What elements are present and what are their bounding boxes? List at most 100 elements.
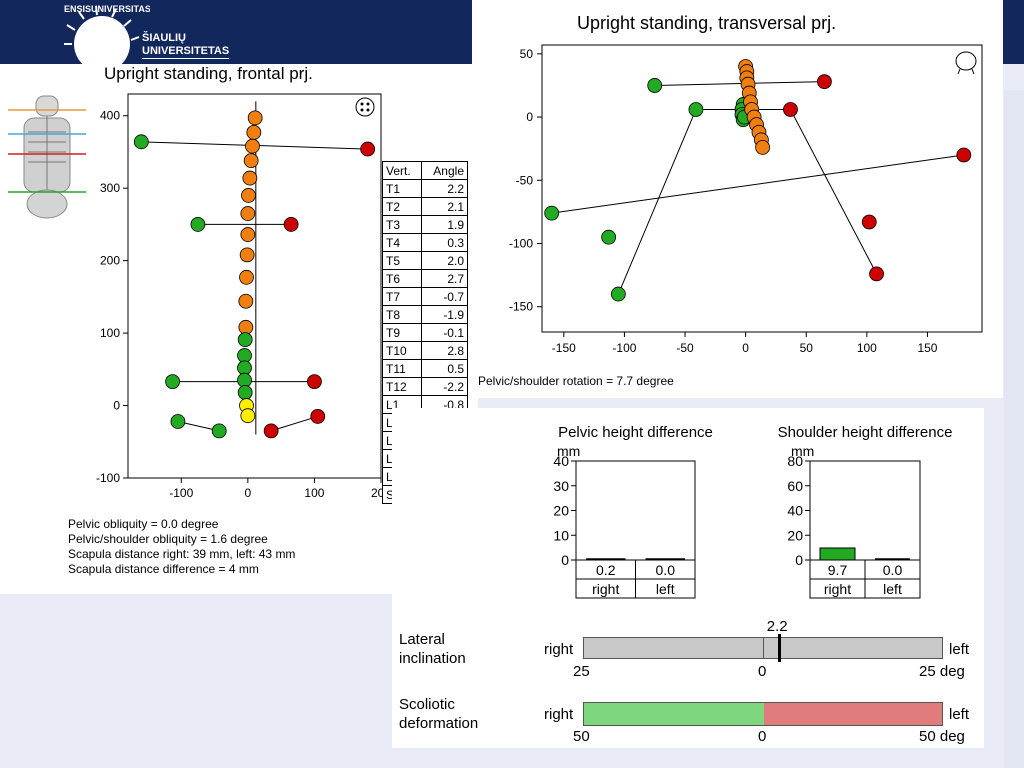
x-tick-label: -100 [612,341,636,355]
vertebra-angle: 0.3 [421,233,468,252]
transversal-chart: -150 -100 -50 0 50 100 150 -150 -100 -50 0 50 [509,44,983,355]
skeleton-thumbnail [8,95,86,219]
bar-plot-frame [809,460,921,561]
scoliotic-green-segment [584,703,764,725]
vertebra-point [241,188,256,203]
vertebra-point [238,319,254,335]
right-shoulder-point [817,74,832,90]
lateral-inclination-gauge [583,634,943,662]
transversal-panel: Upright standing, transversal prj. -150-… [472,0,1003,398]
frontal-title: Upright standing, frontal prj. [104,64,313,83]
extra-red-point [861,214,877,230]
vertebra-point [238,293,254,309]
y-tick-label: 0 [526,110,533,124]
lateral-mid-label: 0 [758,663,767,680]
extra-green-point [601,229,617,245]
x-tick-label: 0 [742,341,749,355]
frontal-notes: Pelvic obliquity = 0.0 degree Pelvic/sho… [68,517,295,577]
right-landmark-point [360,141,376,157]
right-pelvis-point [783,102,798,117]
vertebra-point [240,408,256,424]
x-tick-label: 0 [244,486,251,500]
head-icon-outline [355,97,375,117]
bar [819,547,856,561]
left-pelvis-point [688,102,704,117]
bar-chart-unit: mm [557,443,580,459]
y-tick-label: 40 [787,503,803,519]
university-name-line1: ŠIAULIŲ [142,32,186,44]
table-row: T1 2.2 [381,179,468,198]
x-tick-label: 150 [917,341,937,355]
table-row: T8 -1.9 [381,305,468,324]
vertebra-angle: -0.1 [421,323,468,342]
scoliotic-label-line1: Scoliotic [399,696,455,713]
vertebra-angle: -2.2 [421,377,468,396]
vertebra-name: T4 [381,233,423,252]
y-tick-label: -50 [516,173,534,187]
head-icon-outline [955,51,977,71]
scoliotic-min-label: 50 [573,728,590,745]
scoliotic-max-label: 50 deg [919,728,965,745]
vertebra-name: T2 [381,197,423,216]
vertebra-point [237,360,252,376]
y-tick-label: 10 [553,527,569,543]
logo-sun-icon [74,16,130,64]
bar-value-label: 9.7 [828,562,848,578]
left-landmark-point [165,374,181,390]
vertebra-angle: -1.9 [421,305,468,324]
far-landmark-line [551,154,964,214]
x-tick-label: 100 [857,341,877,355]
vertebra-point [237,385,253,400]
lateral-max-label: 25 deg [919,663,965,680]
y-tick-label: 60 [787,478,803,494]
head-icon-dot [360,102,364,106]
table-row: T10 2.8 [381,341,468,360]
university-name-line2: UNIVERSITETAS [142,45,230,59]
table-row: T9 -0.1 [381,323,468,342]
vertebra-angle: 2.7 [421,269,468,288]
bottom-panel: Pelvic height difference mm 0 10 20 30 40 0.2 0.… [392,408,984,748]
bar-category-label: left [656,581,675,597]
far-left-point [544,205,560,221]
vertebra-point [237,332,253,348]
vertebra-point [237,372,252,388]
bar-chart-title: Pelvic height difference [558,424,713,441]
left-landmark-point [190,217,206,232]
lateral-value-marker [777,634,781,662]
vertebra-name: T10 [381,341,423,360]
y-tick-label: 40 [553,453,569,469]
pelvis-point [211,423,227,439]
note-pelvic-obliquity: Pelvic obliquity = 0.0 degree [68,517,219,531]
note-scapula-difference: Scapula distance difference = 4 mm [68,562,259,576]
vertebra-name: T9 [381,323,423,342]
lateral-zero-line [763,638,764,658]
bar-category-label: right [592,581,619,597]
table-row: T7 -0.7 [381,287,468,306]
table-row: T2 2.1 [381,197,468,216]
pelvis-point [263,423,279,439]
vertebra-angle: 2.1 [421,197,468,216]
vertebra-point [239,247,255,263]
bar-chart-unit: mm [791,443,814,459]
y-tick-label: 50 [520,47,534,61]
x-tick-label: -50 [676,341,694,355]
left-landmark-point [133,134,149,150]
vertebra-name: T5 [381,251,423,270]
shoulder-line [654,81,825,86]
scoliotic-label-line2: deformation [399,715,479,732]
head-icon-dot [360,108,364,112]
y-tick-label: 300 [100,181,120,195]
vertebra-angle: 2.2 [421,179,468,198]
right-leg-line [790,109,877,275]
bar-category-label: right [824,581,851,597]
lateral-label: Lateral inclination [399,630,466,668]
note-scapula-distance: Scapula distance right: 39 mm, left: 43 … [68,547,296,561]
y-tick-label: 100 [100,326,120,340]
bar-category-label: left [883,581,902,597]
frontal-plot-frame [127,93,382,479]
transversal-plot-frame [541,44,983,333]
pelvis-line-right [270,415,318,432]
y-tick-label: 400 [100,109,120,123]
x-tick-label: 50 [800,341,814,355]
